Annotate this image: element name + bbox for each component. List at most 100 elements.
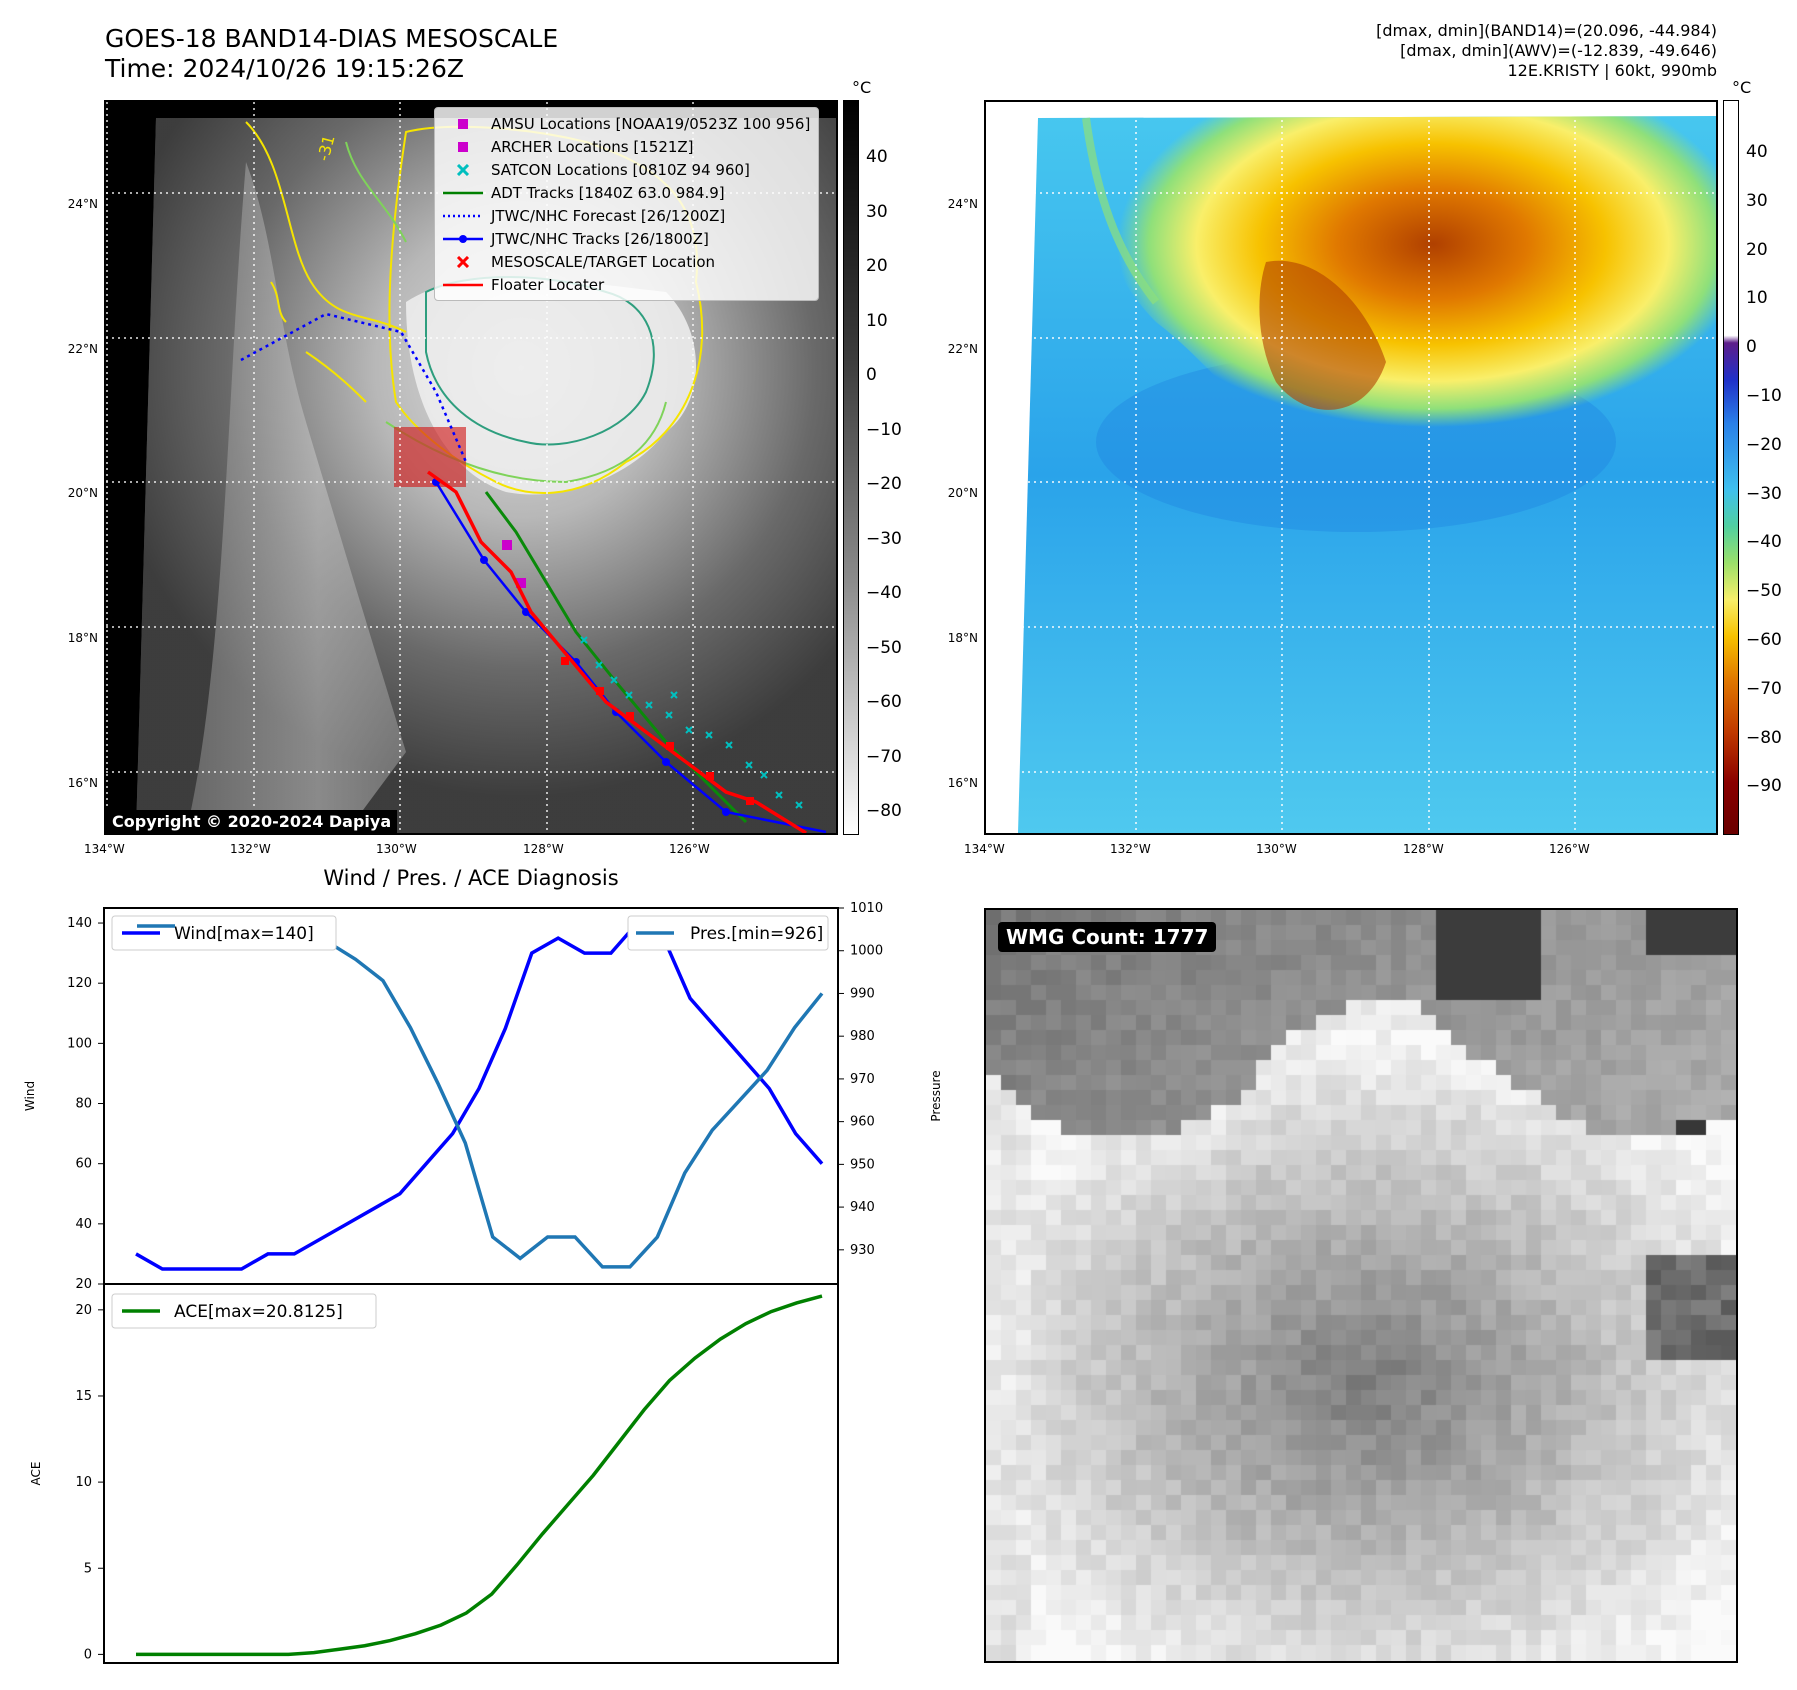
info-line2: [dmax, dmin](AWV)=(-12.839, -49.646) [1400, 41, 1717, 60]
colorbar-left-ticks: 40 30 20 10 0 −10 −20 −30 −40 −50 −60 −70 −80 [866, 100, 926, 835]
y2-tick-label: 950 [850, 1157, 875, 1172]
colorbar-tick: 0 [866, 365, 877, 385]
wmg-image [986, 910, 1736, 1661]
lon-label: 130°W [376, 842, 417, 856]
lon-label: 128°W [523, 842, 564, 856]
info-line1: [dmax, dmin](BAND14)=(20.096, -44.984) [1376, 21, 1717, 40]
awv-map-svg [986, 102, 1716, 833]
colorbar-tick: −30 [1746, 483, 1782, 504]
archer-marker [516, 578, 526, 588]
pressure-legend-box [627, 915, 829, 951]
colorbar-tick: 20 [1746, 239, 1768, 260]
info-line3: 12E.KRISTY | 60kt, 990mb [1507, 61, 1718, 80]
plot-frame [103, 907, 839, 1285]
colorbar-tick: −60 [1746, 630, 1782, 650]
colorbar-tick: −10 [866, 419, 902, 440]
lat-label: 22°N [947, 342, 978, 356]
colorbar-tick: −70 [866, 746, 902, 767]
y2-tick-label: 1000 [850, 944, 883, 959]
colorbar-left [843, 100, 859, 835]
legend-item: ARCHER Locations [1521Z] [443, 135, 810, 158]
colorbar-tick: −30 [866, 528, 902, 549]
info-block: [dmax, dmin](BAND14)=(20.096, -44.984) [… [1376, 21, 1717, 81]
legend-label: MESOSCALE/TARGET Location [491, 252, 716, 271]
archer-marker [502, 540, 512, 550]
colorbar-tick: −10 [1746, 386, 1782, 406]
colorbar-tick: −20 [866, 474, 902, 494]
y-tick-label: 60 [75, 1157, 92, 1172]
legend-label: Floater Locater [491, 275, 605, 294]
colorbar-tick: 40 [1746, 142, 1768, 162]
lon-label: 132°W [1110, 842, 1151, 856]
wind-pressure-chart: 20 40 60 80 100 120 140 930 940 950 960 970 980 990 10… [23, 901, 943, 1290]
colorbar-tick: −80 [1746, 727, 1782, 748]
colorbar-tick: 10 [1746, 288, 1768, 309]
pressure-legend-label: Pres.[min=926] [690, 924, 823, 944]
legend-item: ADT Tracks [1840Z 63.0 984.9] [443, 181, 810, 204]
colorbar-tick: −60 [866, 692, 902, 712]
lon-labels-left: 134°W 132°W 130°W 128°W 126°W [84, 842, 838, 862]
colorbar-tick: 40 [866, 147, 888, 167]
colorbar-tick: 20 [866, 256, 888, 276]
lon-label: 126°W [1549, 842, 1590, 856]
plot-frame [103, 1283, 839, 1664]
colorbar-right [1723, 100, 1739, 835]
y-tick-label: 120 [67, 976, 92, 991]
lat-label: 16°N [947, 776, 978, 790]
ir-satellite-map[interactable]: -31 [104, 100, 838, 835]
lon-labels-right: 134°W 132°W 130°W 128°W 126°W [964, 842, 1718, 862]
map-legend: AMSU Locations [NOAA19/0523Z 100 956] ARC… [434, 107, 820, 301]
awv-map-grid [986, 102, 1716, 833]
lat-labels-left: 24°N 22°N 20°N 18°N 16°N [58, 100, 102, 835]
legend-symbol [443, 187, 483, 199]
legend-item: JTWC/NHC Tracks [26/1800Z] [443, 227, 810, 250]
y-tick-label: 20 [75, 1277, 92, 1290]
lon-label: 134°W [964, 842, 1005, 856]
lat-label: 24°N [67, 197, 98, 211]
y2-tick-label: 970 [850, 1072, 875, 1087]
colorbar-tick: −40 [1746, 532, 1782, 553]
colorbar-right-unit: °C [1732, 78, 1752, 97]
ace-chart: 0 5 10 15 20 ACE ACE[max=20.8125] [29, 1283, 839, 1664]
lon-label: 130°W [1256, 842, 1297, 856]
legend-label: ARCHER Locations [1521Z] [491, 137, 694, 156]
y2-tick-label: 930 [850, 1243, 875, 1258]
lat-label: 20°N [67, 486, 98, 500]
legend-label: AMSU Locations [NOAA19/0523Z 100 956] [491, 114, 811, 133]
legend-item: AMSU Locations [NOAA19/0523Z 100 956] [443, 112, 810, 135]
colorbar-left-unit: °C [852, 78, 872, 97]
y-axis-label: ACE [29, 1462, 43, 1486]
colorbar-tick: −50 [1746, 581, 1782, 602]
y2-tick-label: 940 [850, 1200, 875, 1215]
legend-symbol [443, 279, 483, 291]
lat-labels-right: 24°N 22°N 20°N 18°N 16°N [938, 100, 982, 835]
awv-satellite-map[interactable] [984, 100, 1718, 835]
lat-label: 16°N [67, 776, 98, 790]
series-line [136, 919, 824, 1269]
y-tick-label: 15 [75, 1389, 92, 1404]
wind-legend-label: Wind[max=140] [174, 924, 314, 944]
y-tick-label: 5 [84, 1561, 92, 1576]
title-line2: Time: 2024/10/26 19:15:26Z [105, 54, 464, 83]
y-tick-label: 20 [75, 1303, 92, 1318]
y2-axis-label: Pressure [929, 1070, 943, 1121]
legend-symbol [443, 233, 483, 245]
copyright-label: Copyright © 2020-2024 Dapiya [106, 810, 398, 833]
lon-label: 134°W [84, 842, 125, 856]
forecast-track [240, 312, 468, 463]
floater-track [426, 470, 807, 833]
wmg-panel[interactable]: WMG Count: 1777 [984, 908, 1738, 1663]
legend-label: JTWC/NHC Tracks [26/1800Z] [491, 229, 709, 248]
mesoscale-box [394, 427, 466, 487]
colorbar-tick: −40 [866, 583, 902, 603]
legend-symbol [443, 210, 483, 222]
ace-series-line [136, 1294, 823, 1657]
warm-region [1086, 116, 1716, 482]
y-tick-label: 0 [84, 1647, 92, 1662]
ace-legend-box [111, 1293, 377, 1329]
y-axis-label: Wind [23, 1081, 37, 1111]
lat-label: 24°N [947, 197, 978, 211]
colorbar-tick: 30 [866, 201, 888, 222]
legend-symbol [443, 141, 483, 153]
lat-label: 18°N [947, 631, 978, 645]
